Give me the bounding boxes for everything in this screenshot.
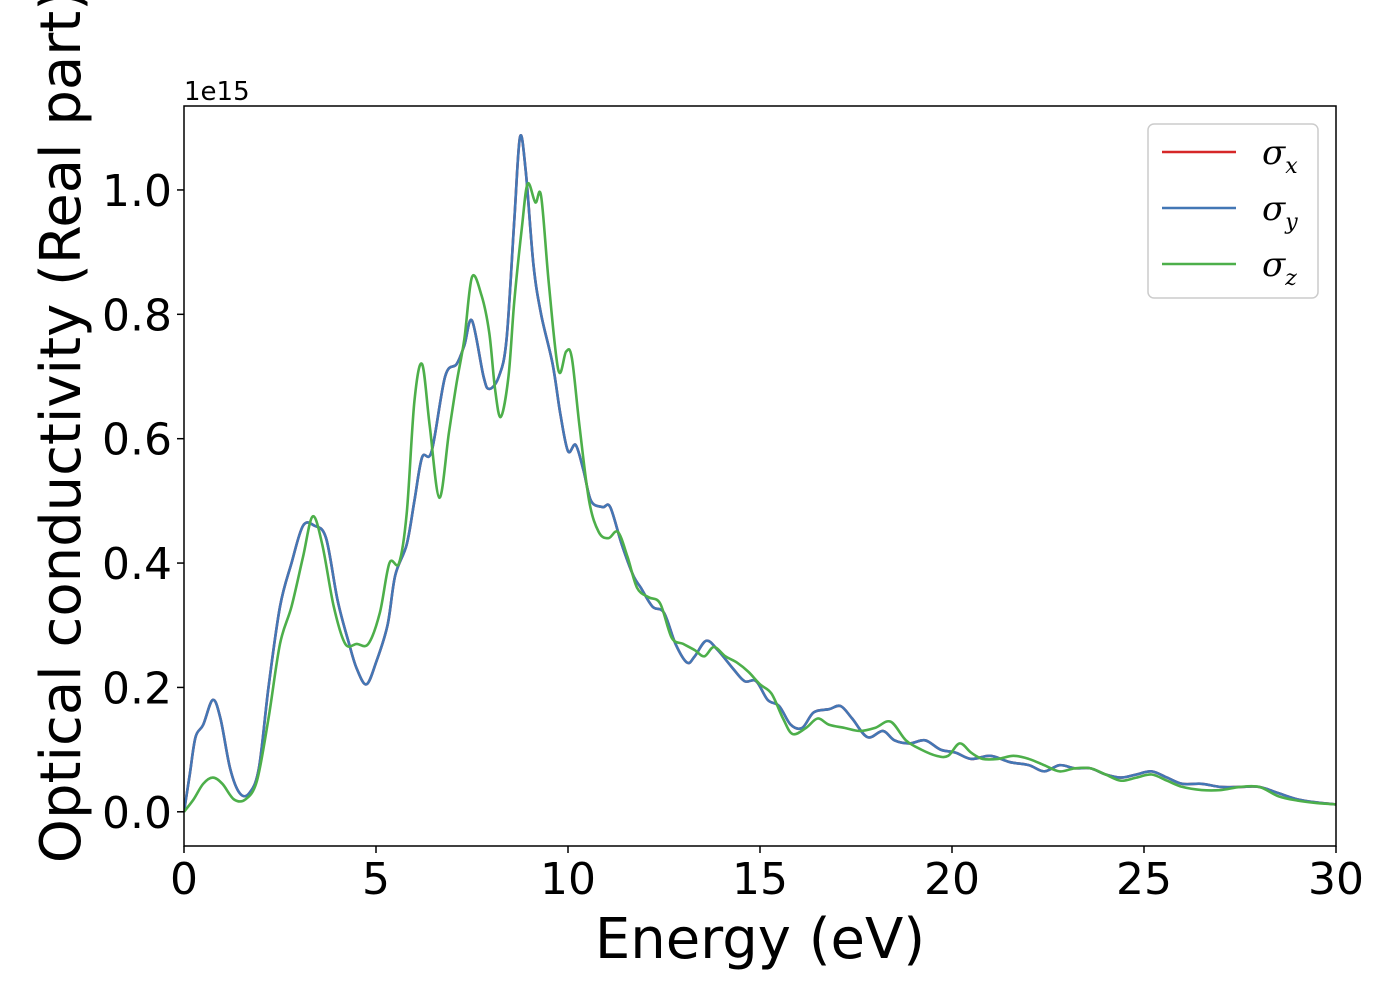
y-tick-label: 1.0 [102,166,172,217]
y-tick-label: 0.0 [102,788,172,839]
y-tick-label: 0.6 [102,415,172,466]
y-tick-label: 0.8 [102,290,172,341]
y-axis-ticks: 0.0 0.2 0.4 0.6 0.8 1.0 [102,166,184,839]
series-layer [184,134,1336,813]
x-tick-label: 5 [362,854,390,905]
y-offset-label: 1e15 [184,77,250,107]
x-tick-label: 15 [732,854,788,905]
x-tick-label: 0 [170,854,198,905]
y-tick-label: 0.4 [102,539,172,590]
x-tick-label: 10 [540,854,596,905]
x-axis-label: Energy (eV) [595,907,925,972]
x-tick-label: 25 [1116,854,1172,905]
series-line-sigma-y [184,134,1336,812]
y-tick-label: 0.2 [102,663,172,714]
legend-box [1147,123,1319,299]
x-tick-label: 20 [924,854,980,905]
y-axis-label: Optical conductivity (Real part) [29,0,94,863]
x-tick-label: 30 [1308,854,1364,905]
series-line-sigma-z [184,181,1336,813]
x-axis-ticks: 0 5 10 15 20 25 30 [170,846,1364,905]
